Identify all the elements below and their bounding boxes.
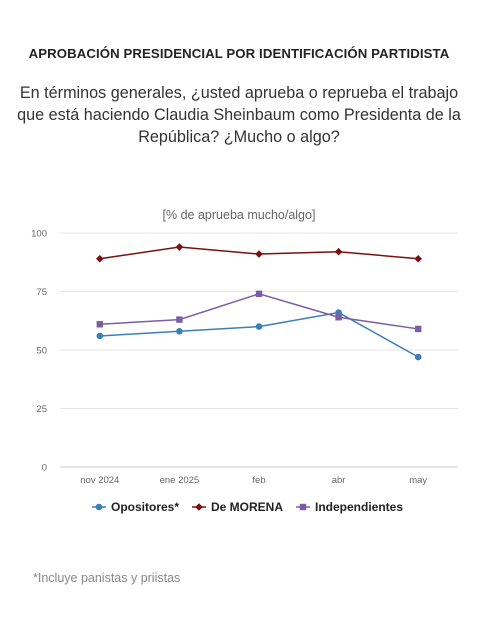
legend-label: Opositores*: [111, 500, 179, 514]
y-tick-label: 75: [36, 287, 47, 298]
data-point: [255, 250, 263, 258]
data-point: [175, 243, 184, 251]
data-point: [414, 254, 422, 263]
survey-question: En términos generales, ¿usted aprueba o …: [17, 84, 461, 146]
x-tick-label: abr: [332, 475, 346, 486]
data-point: [176, 316, 183, 323]
chart-title: APROBACIÓN PRESIDENCIAL POR IDENTIFICACI…: [28, 46, 450, 61]
legend-marker: [95, 503, 103, 511]
data-point: [255, 290, 263, 298]
y-tick-label: 50: [36, 346, 47, 357]
y-tick-label: 0: [42, 463, 47, 474]
data-point: [96, 254, 104, 263]
data-point: [176, 327, 183, 335]
chart-subtitle: [% de aprueba mucho/algo]: [162, 208, 316, 222]
legend-marker: [195, 503, 203, 511]
x-tick-label: may: [409, 475, 427, 486]
data-point: [335, 314, 342, 321]
legend-marker: [299, 503, 307, 511]
data-point: [415, 325, 422, 333]
x-tick-label: ene 2025: [160, 475, 200, 486]
x-tick-label: feb: [252, 475, 265, 486]
data-point: [96, 321, 103, 328]
legend-label: De MORENA: [211, 500, 283, 514]
legend-label: Independientes: [315, 500, 403, 514]
data-point: [255, 323, 263, 330]
x-tick-label: nov 2024: [80, 475, 119, 486]
footnote: *Incluye panistas y priistas: [33, 571, 181, 585]
y-tick-label: 25: [36, 404, 47, 415]
data-point: [96, 332, 104, 340]
y-tick-label: 100: [31, 229, 47, 240]
data-point: [414, 353, 422, 361]
data-point: [334, 247, 343, 256]
